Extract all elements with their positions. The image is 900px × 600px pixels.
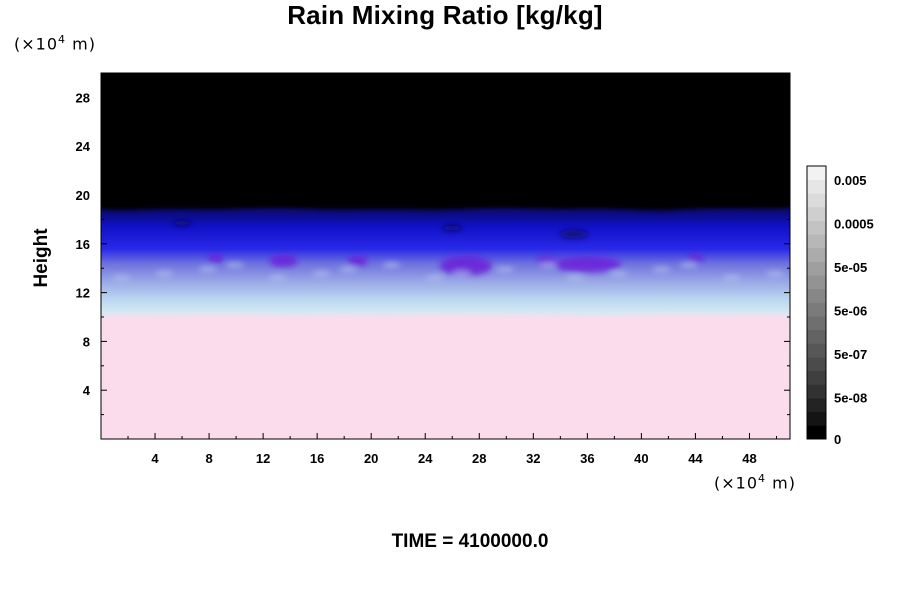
- field-blurred-features: [101, 73, 790, 439]
- swirl-feature-7: [382, 262, 401, 269]
- colorbar-swatch: [807, 247, 826, 262]
- swirl-feature-3: [225, 262, 244, 269]
- swirl-feature-5: [312, 270, 331, 277]
- colorbar-swatch: [807, 316, 826, 331]
- colorbar-label: 5e-05: [834, 260, 867, 275]
- x-tick-label: 12: [256, 451, 270, 466]
- colorbar: 0.005 0.0005 5e-05 5e-06 5e-07 5e-08 0: [806, 165, 874, 447]
- y-axis-unit: (×104 m): [14, 33, 96, 54]
- swirl-feature-11: [539, 262, 558, 269]
- colorbar-swatch: [807, 357, 826, 372]
- colorbar-swatch: [807, 206, 826, 221]
- colorbar-swatch: [807, 425, 826, 440]
- purple-feature-0: [269, 254, 298, 267]
- plot-frame: [100, 72, 791, 440]
- y-tick-label: 8: [83, 334, 90, 349]
- x-axis-unit: (×104 m): [714, 472, 796, 493]
- x-tick-label: 16: [310, 451, 324, 466]
- dark-feature-2: [172, 220, 193, 226]
- swirl-feature-8: [425, 274, 444, 281]
- y-tick-label: 4: [83, 383, 91, 398]
- purple-feature-1: [347, 255, 368, 266]
- colorbar-swatch: [807, 370, 826, 385]
- colorbar-swatch: [807, 343, 826, 358]
- colorbar-label: 0.005: [834, 173, 867, 188]
- swirl-feature-13: [609, 270, 628, 277]
- x-tick-label: 48: [742, 451, 756, 466]
- field-top-edge: [101, 73, 790, 210]
- field-structures: [101, 73, 790, 439]
- time-label: TIME = 4100000.0: [391, 531, 549, 552]
- swirl-feature-15: [679, 262, 698, 269]
- x-tick-label: 44: [688, 451, 703, 466]
- x-tick-label: 28: [472, 451, 486, 466]
- colorbar-swatch: [807, 329, 826, 344]
- x-tick-label: 4: [151, 451, 159, 466]
- swirl-feature-17: [766, 270, 785, 277]
- swirl-feature-0: [112, 274, 131, 281]
- field-bottom-edge: [101, 315, 790, 439]
- colorbar-label: 5e-07: [834, 347, 867, 362]
- y-tick-label: 16: [76, 237, 90, 252]
- x-tick-label: 40: [634, 451, 648, 466]
- plot-area: [101, 73, 790, 439]
- swirl-feature-16: [722, 274, 741, 281]
- purple-feature-2: [439, 255, 492, 276]
- colorbar-swatch: [807, 193, 826, 208]
- swirl-feature-14: [652, 266, 671, 273]
- y-tick-label: 28: [76, 90, 90, 105]
- x-tick-label: 8: [205, 451, 212, 466]
- x-tick-label: 32: [526, 451, 540, 466]
- swirl-feature-2: [198, 266, 217, 273]
- purple-feature-6: [687, 254, 704, 263]
- colorbar-swatch: [807, 275, 826, 290]
- purple-feature-5: [207, 254, 224, 263]
- swirl-feature-6: [339, 266, 358, 273]
- colorbar-swatch: [807, 166, 826, 180]
- chart-title: Rain Mixing Ratio [kg/kg]: [287, 0, 603, 30]
- y-tick-label: 12: [76, 286, 90, 301]
- x-tick-label: 24: [418, 451, 433, 466]
- colorbar-swatch: [807, 220, 826, 235]
- swirl-feature-12: [566, 274, 585, 281]
- x-tick-label: 36: [580, 451, 594, 466]
- colorbar-label: 5e-08: [834, 391, 867, 406]
- swirl-feature-10: [495, 266, 514, 273]
- swirl-feature-9: [452, 270, 471, 277]
- colorbar-swatch: [807, 411, 826, 426]
- colorbar-swatch: [807, 384, 826, 399]
- x-tick-label: 20: [364, 451, 378, 466]
- colorbar-swatch: [807, 234, 826, 249]
- y-tick-label: 24: [76, 139, 91, 154]
- colorbar-swatch: [807, 302, 826, 317]
- colorbar-label: 0.0005: [834, 217, 874, 232]
- swirl-feature-1: [155, 270, 174, 277]
- colorbar-swatch: [807, 398, 826, 412]
- swirl-feature-4: [268, 274, 287, 281]
- colorbar-label: 5e-06: [834, 304, 867, 319]
- colorbar-swatch: [807, 288, 826, 303]
- colorbar-swatch: [807, 179, 826, 194]
- y-tick-label: 20: [76, 188, 90, 203]
- dark-feature-1: [442, 224, 463, 231]
- purple-feature-3: [553, 256, 622, 273]
- colorbar-frame: [806, 165, 827, 440]
- colorbar-label: 0: [834, 432, 841, 447]
- dark-feature-0: [559, 230, 588, 239]
- colorbar-swatch: [807, 261, 826, 276]
